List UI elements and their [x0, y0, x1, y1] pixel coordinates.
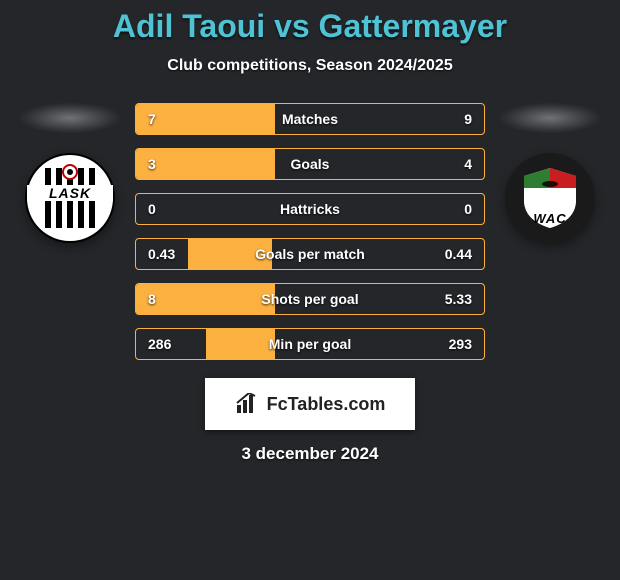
stat-left-value: 286 [148, 329, 171, 359]
chart-icon [235, 393, 261, 415]
stat-bar: 34Goals [135, 148, 485, 180]
subtitle: Club competitions, Season 2024/2025 [0, 57, 620, 75]
left-club-badge: LASK [25, 153, 115, 243]
stat-bar: 0.430.44Goals per match [135, 238, 485, 270]
left-club-name: LASK [27, 185, 113, 201]
left-club-col: LASK [15, 103, 125, 243]
right-club-col: WAC [495, 103, 605, 243]
player-shadow [20, 103, 120, 133]
stat-left-value: 0 [148, 194, 156, 224]
stat-fill [188, 239, 272, 269]
page-title: Adil Taoui vs Gattermayer [0, 8, 620, 45]
stat-bar: 0 0Hattricks [135, 193, 485, 225]
stats-column: 79Matches34Goals00Hattricks0.430.44Goals… [135, 103, 485, 360]
stat-fill [136, 104, 275, 134]
stat-bar: 286 293Min per goal [135, 328, 485, 360]
watermark-text: FcTables.com [267, 394, 386, 415]
stat-right-value: 0.44 [445, 239, 472, 269]
stat-bar: 85.33Shots per goal [135, 283, 485, 315]
stat-label: Min per goal [136, 329, 484, 359]
comparison-card: Adil Taoui vs Gattermayer Club competiti… [0, 0, 620, 464]
stat-fill [206, 329, 276, 359]
stat-fill [136, 149, 275, 179]
stat-left-value: 7 [148, 104, 156, 134]
stat-right-value: 5.33 [445, 284, 472, 314]
right-club-name: WAC [505, 211, 595, 226]
stat-fill [136, 284, 275, 314]
lask-dot-icon [62, 164, 78, 180]
stat-left-value: 0.43 [148, 239, 175, 269]
stat-right-value: 293 [449, 329, 472, 359]
main-row: LASK 79Matches34Goals00Hattricks0.430.44… [0, 103, 620, 360]
player-shadow [500, 103, 600, 133]
right-club-badge: WAC [505, 153, 595, 243]
stat-left-value: 3 [148, 149, 156, 179]
watermark: FcTables.com [205, 378, 415, 430]
stat-label: Hattricks [136, 194, 484, 224]
stat-bar: 79Matches [135, 103, 485, 135]
date-line: 3 december 2024 [0, 444, 620, 464]
stat-right-value: 4 [464, 149, 472, 179]
stat-left-value: 8 [148, 284, 156, 314]
stat-right-value: 9 [464, 104, 472, 134]
stat-right-value: 0 [464, 194, 472, 224]
